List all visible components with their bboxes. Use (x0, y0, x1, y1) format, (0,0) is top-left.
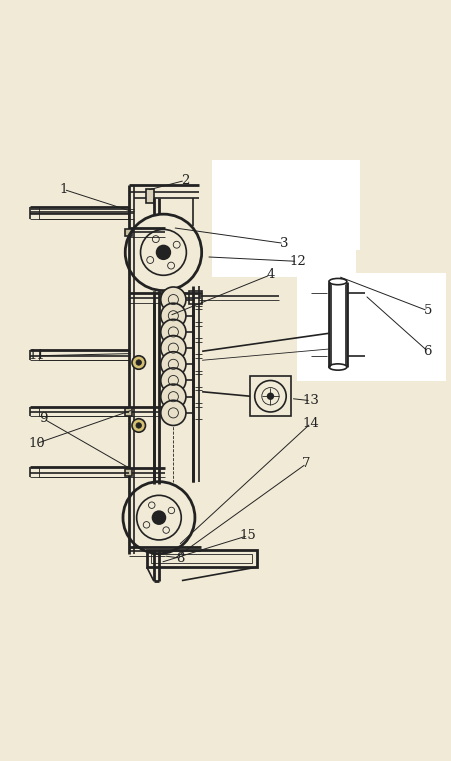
Text: 10: 10 (28, 437, 45, 450)
Bar (147, 550, 257, 567)
Circle shape (267, 393, 273, 399)
Circle shape (161, 303, 186, 328)
Circle shape (152, 511, 166, 524)
Text: 4: 4 (266, 269, 275, 282)
Bar (298, 272, 446, 380)
Bar (125, 228, 133, 236)
Circle shape (161, 368, 186, 393)
Text: 15: 15 (239, 529, 256, 542)
Text: 6: 6 (423, 345, 432, 358)
Bar (189, 291, 202, 304)
Circle shape (161, 320, 186, 345)
Circle shape (136, 423, 142, 428)
Text: 5: 5 (423, 304, 432, 317)
Bar (212, 161, 356, 277)
Text: 7: 7 (302, 457, 311, 470)
Circle shape (136, 360, 142, 365)
Text: 1: 1 (60, 183, 68, 196)
Bar (152, 553, 253, 563)
Text: 2: 2 (181, 174, 189, 187)
Bar (250, 376, 291, 416)
Circle shape (132, 356, 146, 369)
Bar (146, 189, 154, 203)
Text: 13: 13 (303, 394, 319, 407)
Bar (271, 161, 360, 250)
Circle shape (161, 352, 186, 377)
Text: 9: 9 (39, 412, 48, 425)
Text: 14: 14 (303, 417, 319, 430)
Circle shape (161, 287, 186, 312)
Circle shape (161, 336, 186, 361)
Circle shape (132, 419, 146, 432)
Text: 12: 12 (289, 255, 306, 268)
Bar (125, 469, 133, 476)
Text: 8: 8 (176, 552, 185, 565)
Circle shape (161, 400, 186, 425)
Bar (125, 409, 133, 416)
Text: 3: 3 (280, 237, 288, 250)
Text: 11: 11 (28, 349, 45, 362)
Circle shape (156, 246, 170, 260)
Circle shape (161, 384, 186, 409)
